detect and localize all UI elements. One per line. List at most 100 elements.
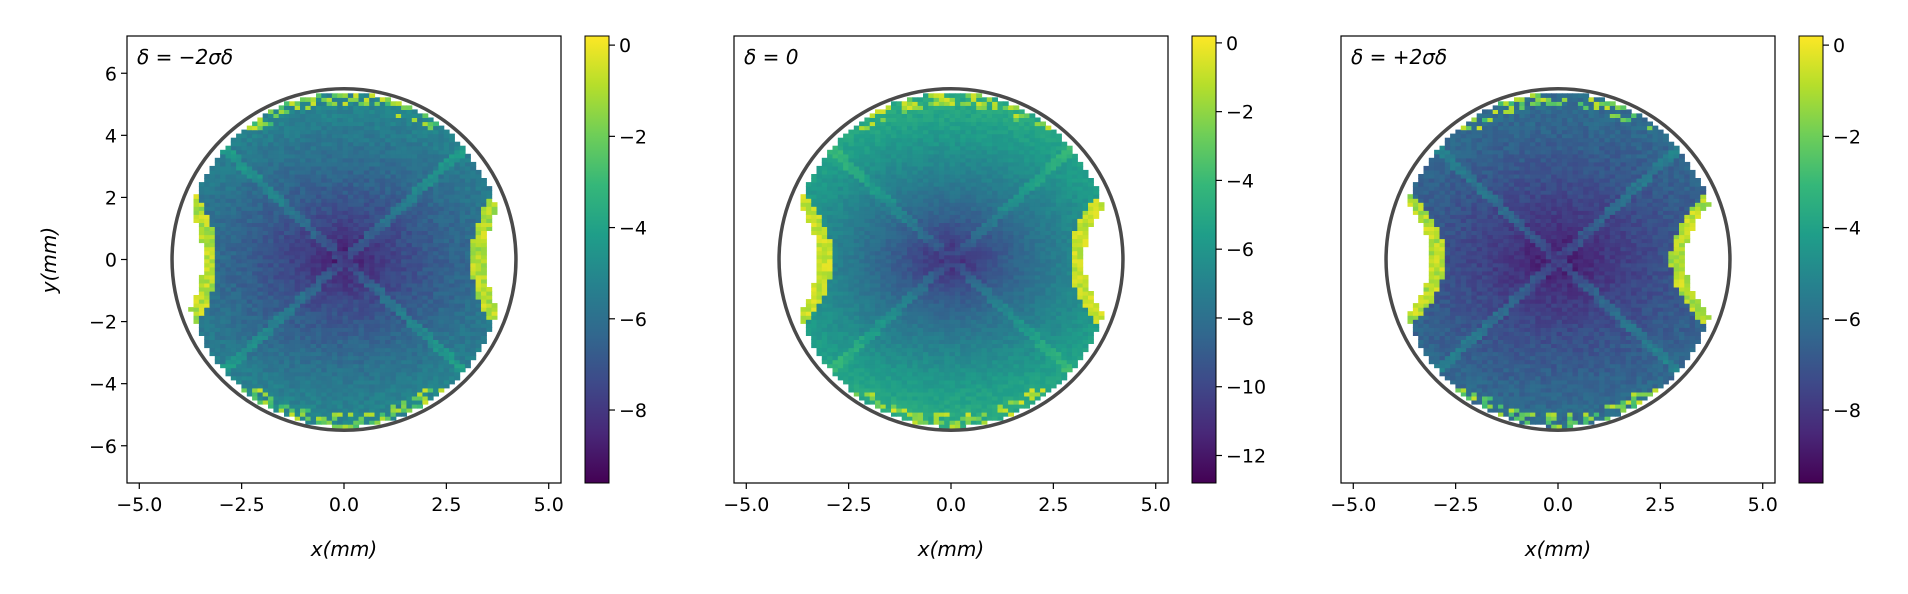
heatmap-cell xyxy=(273,133,280,139)
heatmap-cell xyxy=(1098,315,1105,320)
heatmap-cell xyxy=(214,282,221,288)
heatmap-cell xyxy=(300,371,306,377)
heatmap-cell xyxy=(241,129,248,135)
heatmap-cell xyxy=(300,174,306,179)
heatmap-cell xyxy=(347,375,354,381)
heatmap-cell xyxy=(465,295,471,300)
heatmap-cell xyxy=(220,169,226,175)
heatmap-cell xyxy=(310,299,317,304)
heatmap-cell xyxy=(923,371,929,377)
heatmap-cell xyxy=(353,105,360,110)
heatmap-cell xyxy=(262,395,269,401)
heatmap-cell xyxy=(470,323,477,328)
heatmap-cell xyxy=(326,282,333,288)
heatmap-cell xyxy=(1024,315,1030,320)
heatmap-cell xyxy=(278,186,285,191)
heatmap-cell xyxy=(268,319,274,324)
heatmap-cell xyxy=(944,355,951,361)
heatmap-cell xyxy=(246,161,253,167)
heatmap-cell xyxy=(928,363,935,369)
heatmap-cell xyxy=(337,105,344,110)
heatmap-cell xyxy=(246,355,253,361)
heatmap-cell xyxy=(225,274,232,280)
heatmap-cell xyxy=(284,274,290,280)
heatmap-cell xyxy=(1008,327,1014,332)
heatmap-cell xyxy=(369,395,376,401)
heatmap-cell xyxy=(1018,379,1025,385)
heatmap-cell xyxy=(837,343,844,349)
heatmap-cell xyxy=(395,242,402,248)
heatmap-cell xyxy=(449,234,455,240)
heatmap-cell xyxy=(268,311,274,316)
heatmap-cell xyxy=(198,182,205,187)
heatmap-cell xyxy=(465,343,471,349)
heatmap-cell xyxy=(284,206,290,211)
heatmap-cell xyxy=(326,161,333,167)
heatmap-cell xyxy=(1045,315,1052,320)
heatmap-cell xyxy=(262,117,269,123)
heatmap-cell xyxy=(1002,404,1009,409)
heatmap-cell xyxy=(209,202,216,207)
heatmap-cell xyxy=(257,287,264,292)
heatmap-cell xyxy=(363,218,370,223)
heatmap-cell xyxy=(960,335,967,340)
heatmap-cell xyxy=(252,250,258,256)
heatmap-cell xyxy=(241,331,248,336)
heatmap-cell xyxy=(321,278,328,284)
heatmap-cell xyxy=(406,295,413,300)
heatmap-cell xyxy=(433,129,439,135)
heatmap-cell xyxy=(278,270,285,276)
heatmap-cell xyxy=(204,258,211,264)
heatmap-cell xyxy=(986,355,993,361)
heatmap-cell xyxy=(316,206,322,211)
heatmap-cell xyxy=(284,242,290,248)
heatmap-cell xyxy=(422,230,429,236)
heatmap-cell xyxy=(284,408,290,413)
heatmap-cell xyxy=(321,254,328,260)
heatmap-cell xyxy=(241,178,248,183)
heatmap-cell xyxy=(1024,343,1030,349)
heatmap-cell xyxy=(220,343,226,349)
heatmap-cell xyxy=(289,359,296,365)
heatmap-cell xyxy=(1050,343,1057,349)
heatmap-cell xyxy=(427,210,434,215)
heatmap-cell xyxy=(1029,387,1036,393)
heatmap-cell xyxy=(891,343,897,349)
heatmap-cell xyxy=(986,323,993,328)
heatmap-cell xyxy=(374,234,381,240)
heatmap-cell xyxy=(236,375,242,381)
heatmap-cell xyxy=(342,182,349,187)
heatmap-cell xyxy=(300,383,306,389)
heatmap-cell xyxy=(374,347,381,353)
heatmap-cell xyxy=(358,242,365,248)
heatmap-cell xyxy=(262,137,269,143)
heatmap-cell xyxy=(193,295,200,300)
heatmap-cell xyxy=(885,404,892,409)
heatmap-cell xyxy=(848,363,855,369)
heatmap-cell xyxy=(284,125,290,131)
heatmap-cell xyxy=(433,149,439,155)
heatmap-cell xyxy=(369,315,376,320)
heatmap-cell xyxy=(454,363,461,369)
heatmap-cell xyxy=(880,391,887,397)
heatmap-cell xyxy=(417,287,423,292)
heatmap-cell xyxy=(1034,395,1041,401)
heatmap-cell xyxy=(326,165,333,171)
heatmap-cell xyxy=(875,355,881,361)
heatmap-cell xyxy=(326,375,333,381)
heatmap-cell xyxy=(433,387,439,393)
heatmap-cell xyxy=(976,331,983,336)
heatmap-cell xyxy=(438,242,445,248)
heatmap-cell xyxy=(369,391,376,397)
heatmap-cell xyxy=(241,355,248,361)
heatmap-cell xyxy=(342,266,349,272)
heatmap-cell xyxy=(449,266,455,272)
heatmap-cell xyxy=(1002,331,1009,336)
heatmap-cell xyxy=(1013,335,1020,340)
heatmap-cell xyxy=(433,278,439,284)
heatmap-cell xyxy=(1061,355,1068,361)
heatmap-cell xyxy=(443,186,450,191)
heatmap-cell xyxy=(246,178,253,183)
heatmap-cell xyxy=(443,383,450,389)
heatmap-cell xyxy=(1024,327,1030,332)
